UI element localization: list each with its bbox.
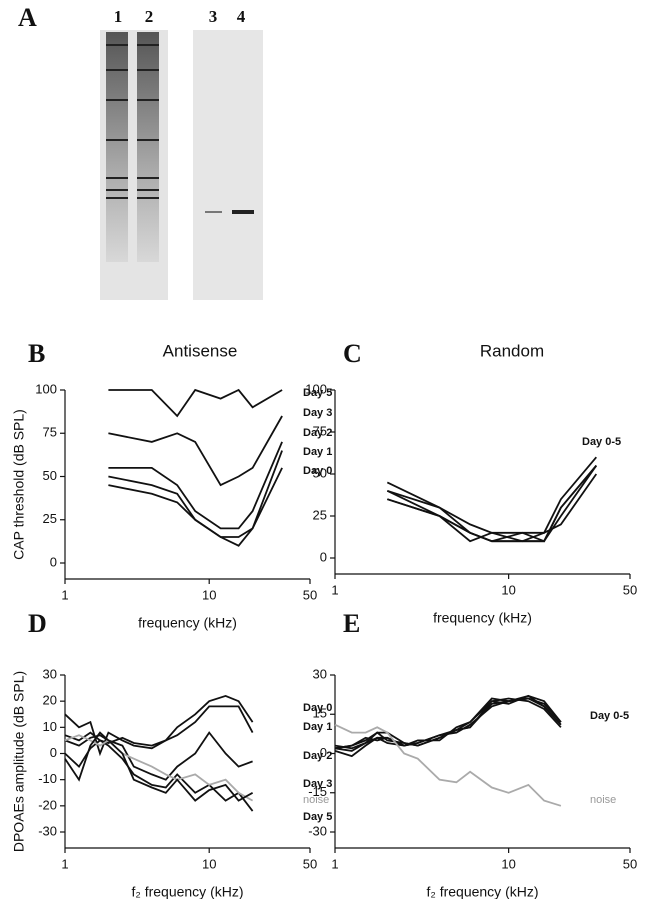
series-label: noise [303, 794, 329, 806]
lane-label: 3 [209, 7, 218, 26]
data-line [64, 739, 254, 812]
data-line [387, 465, 597, 543]
y-tick-label: -30 [38, 823, 57, 838]
x-tick-label: 1 [61, 856, 68, 871]
data-line [108, 415, 283, 487]
x-tick-label: 10 [501, 582, 515, 597]
data-line [386, 456, 597, 534]
x-tick-label: 10 [202, 856, 216, 871]
x-tick-label: 50 [303, 587, 317, 602]
x-axis-label: frequency (kHz) [138, 615, 237, 631]
x-tick-label: 50 [623, 582, 637, 597]
y-tick-label: -10 [38, 771, 57, 786]
series-label: Day 0 [303, 465, 332, 477]
data-line [108, 441, 283, 530]
y-tick-label: -30 [308, 823, 327, 838]
panel-label: E [343, 609, 360, 638]
annotation: Day 0-5 [590, 710, 629, 722]
y-tick-label: 20 [43, 693, 57, 708]
y-tick-label: 10 [43, 719, 57, 734]
data-line [334, 694, 562, 750]
data-line [64, 731, 253, 781]
y-tick-label: 25 [43, 511, 57, 526]
series-label: Day 0 [303, 702, 332, 714]
y-tick-label: 100 [35, 381, 57, 396]
gel-image [100, 30, 263, 300]
y-tick-label: 0 [50, 554, 57, 569]
lane-label: 1 [114, 7, 123, 26]
series-label: Day 3 [303, 407, 332, 419]
chart-title: Random [480, 341, 544, 360]
panel-label: C [343, 339, 362, 368]
panel-label: A [18, 3, 37, 32]
y-tick-label: 30 [313, 666, 327, 681]
data-line [108, 467, 283, 547]
data-line [334, 723, 562, 807]
x-tick-label: 10 [202, 587, 216, 602]
y-tick-label: 0 [320, 745, 327, 760]
series-label: Day 5 [303, 811, 332, 823]
y-axis-label: CAP threshold (dB SPL) [11, 409, 27, 560]
series-label: Day 2 [303, 750, 332, 762]
annotation: Day 0-5 [582, 436, 621, 448]
y-tick-label: 0 [320, 549, 327, 564]
y-axis-label: DPOAEs amplitude (dB SPL) [11, 671, 27, 852]
y-tick-label: -20 [38, 797, 57, 812]
y-tick-label: 30 [43, 666, 57, 681]
series-label: Day 2 [303, 427, 332, 439]
data-line [386, 473, 598, 543]
data-line [64, 694, 254, 757]
chart-title: Antisense [163, 341, 238, 360]
lane-label: 4 [237, 7, 246, 26]
x-tick-label: 50 [623, 856, 637, 871]
x-tick-label: 10 [501, 856, 515, 871]
y-tick-label: 50 [43, 468, 57, 483]
x-axis-label: f₂ frequency (kHz) [426, 884, 538, 899]
y-tick-label: 75 [313, 423, 327, 438]
data-line [108, 388, 283, 418]
x-tick-label: 1 [61, 587, 68, 602]
x-axis-label: frequency (kHz) [433, 610, 532, 626]
x-axis-label: f₂ frequency (kHz) [131, 884, 243, 899]
y-tick-label: 25 [313, 507, 327, 522]
x-tick-label: 50 [303, 856, 317, 871]
data-line [334, 697, 562, 752]
series-label: noise [590, 794, 616, 806]
series-label: Day 1 [303, 721, 332, 733]
x-tick-label: 1 [331, 582, 338, 597]
x-tick-label: 1 [331, 856, 338, 871]
y-tick-label: -15 [308, 784, 327, 799]
panel-label: B [28, 339, 45, 368]
series-label: Day 1 [303, 446, 332, 458]
lane-label: 2 [145, 7, 154, 26]
y-tick-label: 0 [50, 745, 57, 760]
series-label: Day 5 [303, 387, 332, 399]
y-tick-label: 15 [313, 706, 327, 721]
y-tick-label: 100 [305, 381, 327, 396]
data-line [334, 697, 562, 758]
series-label: Day 3 [303, 778, 332, 790]
y-tick-label: 50 [313, 465, 327, 480]
panel-label: D [28, 609, 47, 638]
data-line [64, 705, 254, 747]
data-line [64, 731, 254, 802]
y-tick-label: 75 [43, 425, 57, 440]
